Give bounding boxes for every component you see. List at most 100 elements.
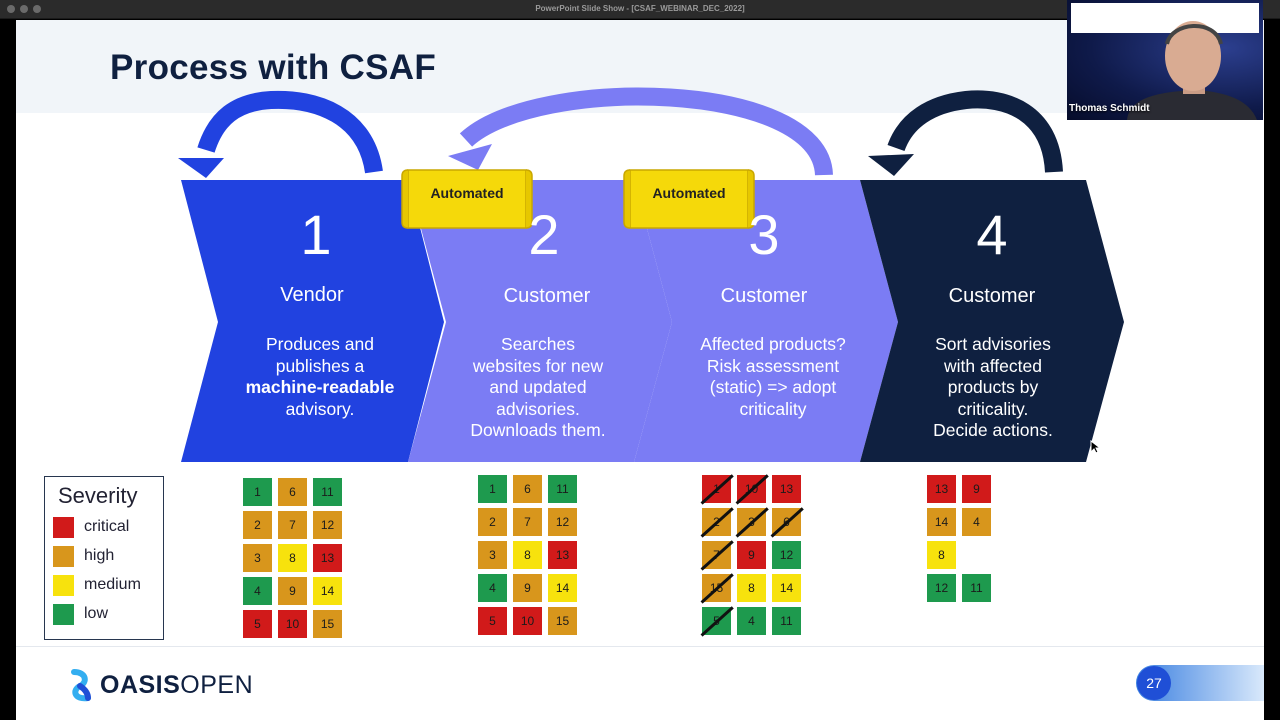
process-diagram: Automated Automated 1 2 3 4 Vendor Custo… (178, 87, 1124, 462)
window-title: PowerPoint Slide Show - [CSAF_WEBINAR_DE… (535, 4, 745, 13)
advisory-cell: 9 (278, 577, 307, 605)
automated-tag-2 (623, 169, 755, 229)
chevron-step-2 (408, 180, 672, 462)
advisory-cell: 8 (278, 544, 307, 572)
advisory-cell: 12 (772, 541, 801, 569)
slide: Process with CSAF Automated Automated 1 … (16, 20, 1264, 720)
step-1-number: 1 (300, 203, 331, 266)
advisory-cell: 13 (313, 544, 342, 572)
step-4-line-5: Decide actions. (933, 420, 1053, 440)
window-titlebar: PowerPoint Slide Show - [CSAF_WEBINAR_DE… (0, 0, 1280, 19)
step-2-role: Customer (504, 285, 591, 307)
advisory-cell: 1 (243, 478, 272, 506)
step-4-role: Customer (949, 285, 1036, 307)
oasis-open-logo: OASISOPEN (68, 665, 253, 705)
high-swatch (53, 545, 74, 567)
loop-arrow-2-arc (459, 87, 833, 177)
presenter-name: Thomas Schmidt (1069, 103, 1150, 114)
advisory-cell: 9 (513, 574, 542, 602)
advisory-cell: 3 (243, 544, 272, 572)
step-4-line-2: with affected (943, 356, 1042, 376)
advisory-cell: 13 (927, 475, 956, 503)
webcam-video: Thomas Schmidt (1067, 0, 1263, 120)
advisory-cell: 2 (478, 508, 507, 536)
advisory-cell: 10 (278, 610, 307, 638)
chevron-step-1 (181, 180, 444, 462)
step-2-line-5: Downloads them. (470, 420, 605, 440)
presenter-silhouette (1127, 21, 1257, 120)
step-1-line-2: publishes a (276, 356, 365, 376)
advisory-cell: 5 (478, 607, 507, 635)
high-label: high (84, 547, 115, 564)
step-2-number: 2 (528, 203, 559, 266)
critical-label: critical (84, 518, 130, 535)
chevron-step-4 (860, 180, 1124, 462)
advisory-cell: 4 (243, 577, 272, 605)
advisory-cell: 5 (243, 610, 272, 638)
advisory-cell: 8 (927, 541, 956, 569)
advisory-cell: 14 (772, 574, 801, 602)
automated-tag-2-label: Automated (652, 185, 725, 201)
critical-swatch (53, 516, 74, 538)
advisory-cell: 8 (737, 574, 766, 602)
loop-arrow-4-head (868, 154, 914, 176)
loop-arrow-2-head (448, 144, 492, 170)
step-4-number: 4 (976, 203, 1007, 266)
advisory-cell: 11 (548, 475, 577, 503)
advisory-cell: 7 (513, 508, 542, 536)
step-2-line-3: and updated (489, 377, 586, 397)
severity-legend-title: Severity (58, 483, 138, 508)
severity-medium: medium (53, 573, 141, 597)
advisory-cell: 12 (548, 508, 577, 536)
severity-high: high (53, 544, 114, 568)
advisory-cell: 6 (513, 475, 542, 503)
advisory-cell: 6 (278, 478, 307, 506)
footer-divider (16, 646, 1264, 647)
mouse-cursor-icon (1090, 440, 1102, 454)
loop-arrow-1-head (178, 158, 224, 178)
step-3-line-3: (static) => adopt (710, 377, 837, 397)
medium-label: medium (84, 576, 141, 593)
slide-title: Process with CSAF (110, 48, 437, 87)
low-label: low (84, 605, 109, 622)
advisory-cell: 14 (927, 508, 956, 536)
advisory-cell: 11 (772, 607, 801, 635)
advisory-cell: 15 (313, 610, 342, 638)
step-3-line-2: Risk assessment (707, 356, 839, 376)
step-2-line-2: websites for new (472, 356, 604, 376)
automated-tag-1-label: Automated (430, 185, 503, 201)
advisory-cell: 8 (513, 541, 542, 569)
close-window-button[interactable] (7, 5, 15, 13)
advisory-cell: 13 (772, 475, 801, 503)
webcam-banner (1071, 3, 1259, 33)
step-2-line-1: Searches (501, 334, 575, 354)
advisory-cell: 12 (313, 511, 342, 539)
advisory-cell: 4 (478, 574, 507, 602)
advisory-cell: 4 (962, 508, 991, 536)
advisory-cell: 10 (513, 607, 542, 635)
advisory-cell: 11 (962, 574, 991, 602)
step-1-line-3: machine-readable (246, 377, 395, 397)
logo-text: OASISOPEN (100, 670, 254, 699)
advisory-cell: 13 (548, 541, 577, 569)
loop-arrow-1-arc (197, 90, 383, 174)
advisory-cell: 12 (927, 574, 956, 602)
advisory-cell: 14 (548, 574, 577, 602)
advisory-cell: 9 (962, 475, 991, 503)
automated-tag-1 (401, 169, 533, 229)
step-1-line-1: Produces and (266, 334, 374, 354)
loop-arrow-4-arc (887, 90, 1063, 173)
chevron-step-3 (634, 180, 898, 462)
step-4-line-3: products by (948, 377, 1039, 397)
minimize-window-button[interactable] (20, 5, 28, 13)
low-swatch (53, 603, 74, 625)
severity-low: low (53, 602, 108, 626)
severity-legend: Severity critical high medium low (44, 476, 164, 640)
advisory-cell: 9 (737, 541, 766, 569)
step-3-number: 3 (748, 203, 779, 266)
step-1-role: Vendor (280, 284, 344, 306)
step-3-line-4: criticality (739, 399, 806, 419)
zoom-window-button[interactable] (33, 5, 41, 13)
advisory-cell: 7 (278, 511, 307, 539)
step-3-role: Customer (721, 285, 808, 307)
